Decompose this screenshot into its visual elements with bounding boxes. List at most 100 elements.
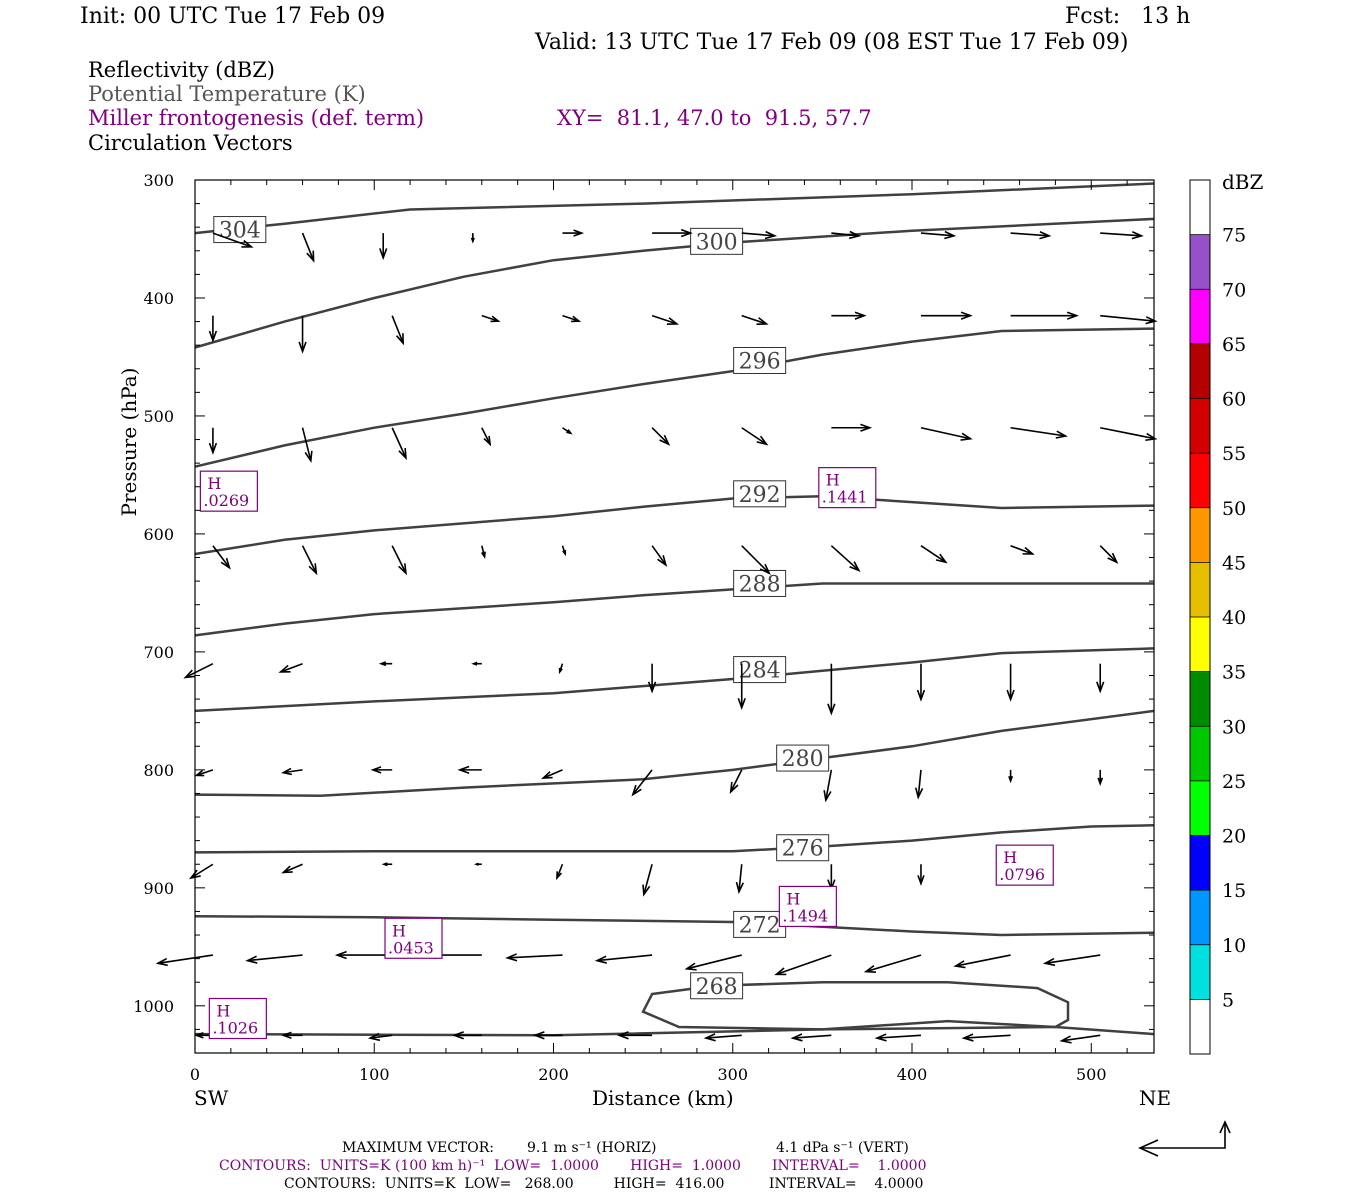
vector-head xyxy=(532,1031,545,1040)
vector-head xyxy=(457,765,470,775)
vector-head xyxy=(863,964,877,973)
legend-theta: Potential Temperature (K) xyxy=(88,82,366,106)
vector-shaft xyxy=(196,769,214,777)
vector-head xyxy=(647,681,657,694)
vector-shaft xyxy=(730,769,743,793)
vector-head xyxy=(642,884,651,897)
theta-contour-296 xyxy=(194,327,1155,468)
colorbar-label: 60 xyxy=(1222,389,1246,411)
contours-frontogenesis: CONTOURS: UNITS=K (100 km h)⁻¹ LOW= 1.00… xyxy=(219,1158,927,1174)
vector-head xyxy=(914,787,924,800)
vector-shaft xyxy=(776,954,832,976)
vector-shaft xyxy=(157,954,214,965)
maximum-value: .1026 xyxy=(212,1019,258,1038)
vector-shaft xyxy=(597,954,653,962)
contour-label-304: 304 xyxy=(219,219,261,244)
vector-head xyxy=(659,434,671,446)
vector-head xyxy=(281,865,293,874)
vector-head xyxy=(308,563,318,576)
vector-shaft xyxy=(825,769,833,801)
vector-head xyxy=(737,698,746,711)
colorbar-swatch xyxy=(1190,453,1210,508)
vector-shaft xyxy=(1100,232,1142,237)
contour-label-296: 296 xyxy=(739,349,781,374)
vector-shaft xyxy=(917,769,922,798)
theta-contours: 304 300 296 292 288 284 280 276 272 268 xyxy=(194,182,1155,1037)
vector-head xyxy=(1107,552,1119,564)
vector-shaft xyxy=(1010,232,1050,237)
y-tick-label: 800 xyxy=(143,761,174,780)
vector-head xyxy=(378,661,387,667)
vector-shaft xyxy=(686,954,742,970)
vector-head xyxy=(470,237,475,244)
colorbar-swatch xyxy=(1190,617,1210,672)
vector-head xyxy=(566,429,573,435)
vector-shaft xyxy=(212,232,252,248)
maximum-box xyxy=(818,467,877,509)
theta-contour-sfc xyxy=(194,1019,1155,1037)
vector-shaft xyxy=(391,427,407,459)
vector-head xyxy=(917,875,925,886)
maximum-label: H xyxy=(207,474,221,493)
vector-head xyxy=(916,689,926,702)
maximum-value: .1494 xyxy=(782,906,828,925)
vector-shaft xyxy=(741,232,775,237)
vector-shaft xyxy=(562,314,580,322)
vector-head xyxy=(1055,430,1068,439)
theta-contour-268 xyxy=(641,980,1070,1031)
vector-head xyxy=(1059,1035,1072,1044)
vector-head xyxy=(183,669,196,679)
max-vector-label: MAXIMUM VECTOR: xyxy=(342,1140,494,1156)
contour-label-284: 284 xyxy=(739,659,781,684)
x-axis-title: Distance (km) xyxy=(592,1086,734,1110)
colorbar-swatch xyxy=(1190,562,1210,617)
reference-vector-shaft xyxy=(1140,1124,1226,1149)
vector-head xyxy=(1022,546,1035,555)
vector-head xyxy=(398,563,407,576)
maximum-value: .1441 xyxy=(822,488,868,507)
vector-shaft xyxy=(865,954,922,973)
vector-head xyxy=(370,766,382,774)
vector-head xyxy=(703,1033,716,1042)
vector-head xyxy=(562,550,567,557)
vector-head xyxy=(490,315,501,323)
contour-label-280: 280 xyxy=(782,747,824,772)
vector-shaft xyxy=(370,1034,393,1039)
contour-label-300: 300 xyxy=(696,230,738,255)
vector-shaft xyxy=(955,954,1011,967)
vector-head xyxy=(729,781,739,794)
vector-shaft xyxy=(1010,544,1033,555)
vector-head xyxy=(854,311,867,320)
vector-head xyxy=(573,229,585,237)
reference-vector-head-horiz xyxy=(1138,1139,1159,1157)
colorbar-label: 25 xyxy=(1222,771,1246,793)
colorbar-label: 50 xyxy=(1222,498,1246,520)
vector-shaft xyxy=(247,954,303,962)
vector-head xyxy=(471,661,478,666)
colorbar-swatch xyxy=(1190,289,1210,344)
y-tick-label: 400 xyxy=(143,289,174,308)
vector-head xyxy=(944,230,957,240)
vector-head xyxy=(631,784,642,797)
vector-head xyxy=(960,432,973,441)
vector-shaft xyxy=(283,769,303,774)
maximum-value: .0453 xyxy=(388,938,434,957)
colorbar-label: 70 xyxy=(1222,279,1246,301)
vector-head xyxy=(1096,681,1105,694)
colorbar-swatch xyxy=(1190,890,1210,945)
vector-head xyxy=(1097,777,1104,786)
colorbar-label: 35 xyxy=(1222,662,1246,684)
y-tick-label: 900 xyxy=(143,879,174,898)
maximum-label: H xyxy=(1003,848,1017,867)
vector-head xyxy=(953,960,966,969)
colorbar-swatch xyxy=(1190,835,1210,891)
y-axis-title: Pressure (hPa) xyxy=(117,367,141,517)
vector-head xyxy=(960,311,973,320)
vector-shaft xyxy=(185,662,214,679)
vector-head xyxy=(1006,689,1015,702)
vector-head xyxy=(451,1031,464,1040)
vector-head xyxy=(220,557,231,570)
colorbar-swatch xyxy=(1190,671,1210,727)
vector-shaft xyxy=(920,232,955,237)
